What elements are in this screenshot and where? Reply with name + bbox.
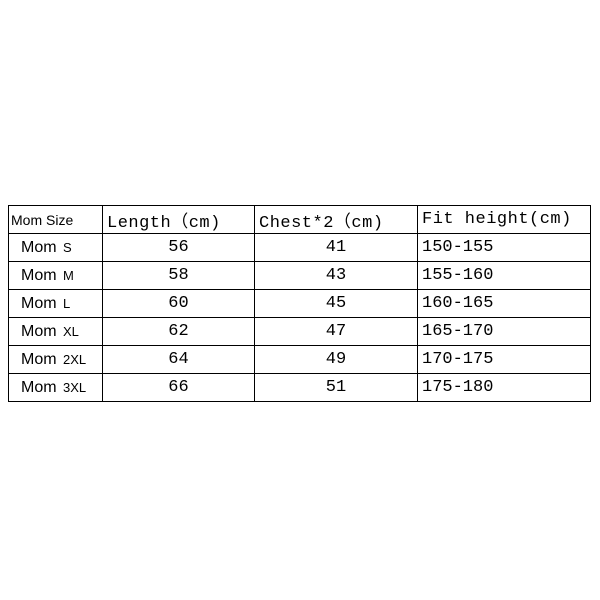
cell-length: 58 xyxy=(103,262,255,290)
cell-fit: 150-155 xyxy=(418,234,591,262)
cell-fit: 160-165 xyxy=(418,290,591,318)
cell-size: Mom XL xyxy=(9,318,103,346)
cell-size: Mom L xyxy=(9,290,103,318)
size-chart-table: Mom Size Length（cm) Chest*2（cm) Fit heig… xyxy=(8,205,591,402)
table-header-row: Mom Size Length（cm) Chest*2（cm) Fit heig… xyxy=(9,206,591,234)
cell-fit: 175-180 xyxy=(418,374,591,402)
cell-length: 60 xyxy=(103,290,255,318)
cell-chest: 49 xyxy=(255,346,418,374)
col-header-length: Length（cm) xyxy=(103,206,255,234)
cell-chest: 47 xyxy=(255,318,418,346)
col-header-fit: Fit height(cm) xyxy=(418,206,591,234)
table-row: Mom S 56 41 150-155 xyxy=(9,234,591,262)
cell-size: Mom 3XL xyxy=(9,374,103,402)
cell-length: 56 xyxy=(103,234,255,262)
cell-length: 66 xyxy=(103,374,255,402)
cell-chest: 41 xyxy=(255,234,418,262)
cell-fit: 155-160 xyxy=(418,262,591,290)
cell-chest: 43 xyxy=(255,262,418,290)
cell-size: Mom M xyxy=(9,262,103,290)
size-chart-container: Mom Size Length（cm) Chest*2（cm) Fit heig… xyxy=(8,205,590,402)
table-body: Mom S 56 41 150-155 Mom M 58 43 155-160 … xyxy=(9,234,591,402)
table-row: Mom M 58 43 155-160 xyxy=(9,262,591,290)
cell-size: Mom S xyxy=(9,234,103,262)
col-header-chest: Chest*2（cm) xyxy=(255,206,418,234)
table-row: Mom XL 62 47 165-170 xyxy=(9,318,591,346)
cell-fit: 170-175 xyxy=(418,346,591,374)
cell-fit: 165-170 xyxy=(418,318,591,346)
col-header-size: Mom Size xyxy=(9,206,103,234)
cell-size: Mom 2XL xyxy=(9,346,103,374)
cell-chest: 51 xyxy=(255,374,418,402)
cell-chest: 45 xyxy=(255,290,418,318)
cell-length: 64 xyxy=(103,346,255,374)
table-row: Mom 2XL 64 49 170-175 xyxy=(9,346,591,374)
table-row: Mom L 60 45 160-165 xyxy=(9,290,591,318)
table-row: Mom 3XL 66 51 175-180 xyxy=(9,374,591,402)
cell-length: 62 xyxy=(103,318,255,346)
